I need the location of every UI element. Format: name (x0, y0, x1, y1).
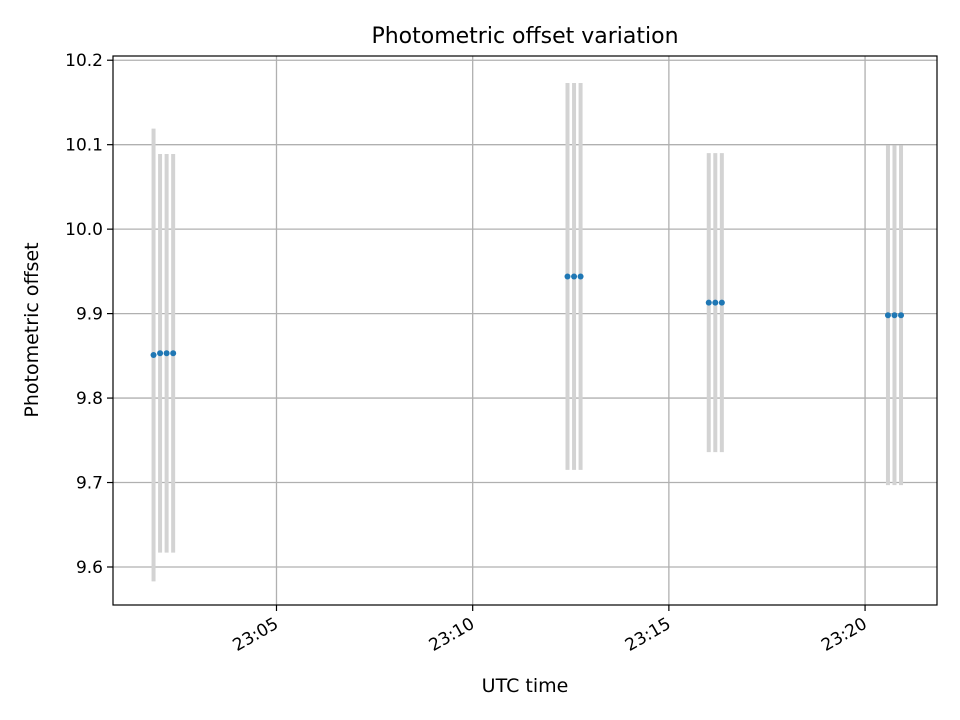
y-tick-label: 10.2 (65, 51, 103, 71)
y-tick-label: 9.9 (76, 305, 103, 325)
data-point (564, 273, 571, 280)
data-point (718, 299, 725, 306)
data-point (884, 312, 891, 319)
data-point (577, 273, 584, 280)
data-point (712, 299, 719, 306)
data-point (898, 312, 905, 319)
y-axis-label: Photometric offset (21, 242, 43, 417)
data-point (571, 273, 578, 280)
data-point (891, 312, 898, 319)
data-point (163, 350, 170, 357)
chart-title: Photometric offset variation (371, 24, 678, 49)
data-point (157, 350, 164, 357)
data-point (170, 350, 177, 357)
y-tick-label: 9.8 (76, 389, 103, 409)
y-axis-ticks: 9.6 9.7 9.8 9.9 10.0 10.1 10.2 (65, 51, 113, 578)
y-tick-label: 10.1 (65, 136, 103, 156)
y-tick-label: 9.7 (76, 474, 103, 494)
data-point (705, 299, 712, 306)
y-tick-label: 10.0 (65, 220, 103, 240)
x-axis-label: UTC time (482, 675, 569, 697)
grid-lines (113, 56, 937, 605)
data-point (150, 351, 157, 358)
plot-frame (112, 55, 938, 606)
data-points (150, 273, 905, 358)
y-tick-label: 9.6 (76, 558, 103, 578)
